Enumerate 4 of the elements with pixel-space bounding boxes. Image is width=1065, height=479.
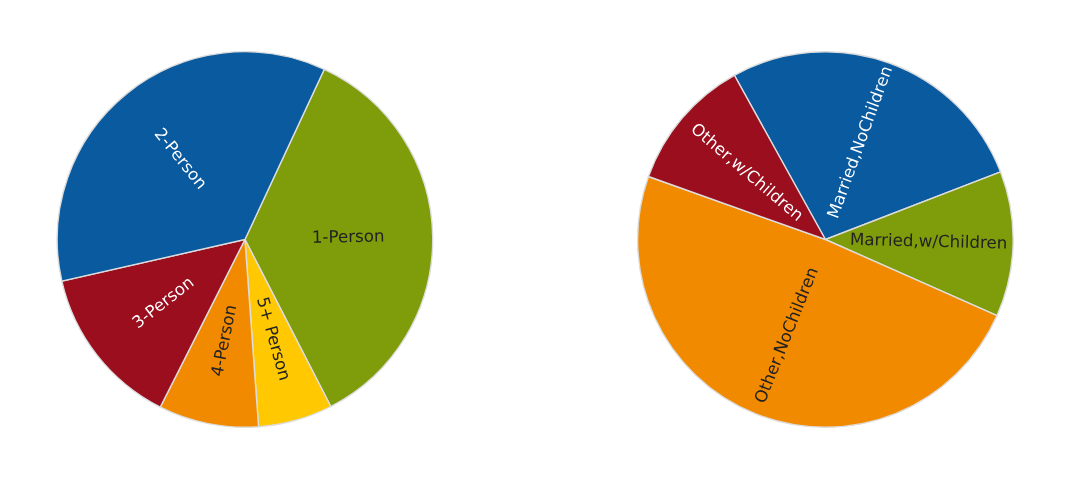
slice-label: Married,w/Children bbox=[851, 232, 1007, 251]
slice-label: 1-Person bbox=[313, 229, 384, 244]
slice-label: 5+ Person bbox=[256, 296, 292, 381]
slice-label: 4-Person bbox=[210, 305, 237, 377]
